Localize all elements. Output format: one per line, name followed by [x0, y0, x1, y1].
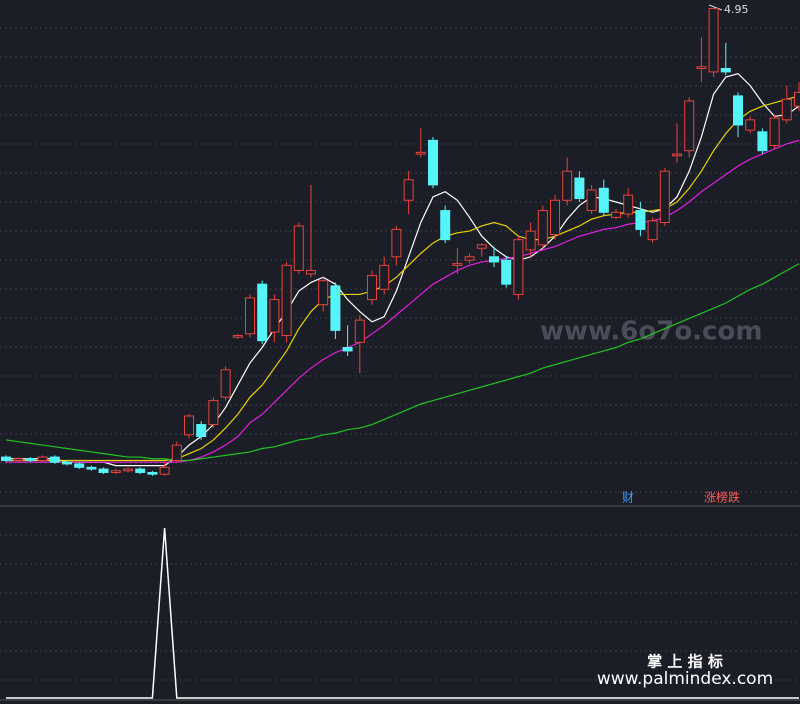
candle-body — [513, 239, 524, 295]
candle-body — [745, 119, 756, 131]
candle-body — [281, 264, 292, 337]
candle-body — [208, 400, 219, 426]
candle-body — [123, 468, 133, 472]
candle-body — [1, 456, 11, 461]
ma-line — [5, 263, 800, 462]
candle-body — [550, 199, 560, 236]
candle-body — [232, 335, 243, 338]
candle-body — [684, 100, 695, 152]
candle-body — [25, 458, 36, 461]
candle-body — [354, 319, 365, 343]
candle-body — [257, 283, 268, 342]
candle-body — [440, 210, 451, 241]
candle-body — [403, 179, 414, 201]
candle-body — [696, 66, 707, 69]
candle-body — [110, 470, 121, 473]
candle-body — [171, 444, 182, 461]
candle-body — [537, 210, 548, 246]
candle-body — [159, 466, 170, 475]
candle-body — [318, 280, 329, 306]
badge: 财 — [622, 491, 634, 505]
candle-body — [464, 256, 475, 261]
candle-body — [720, 67, 731, 73]
candle-body — [452, 263, 463, 266]
candle-body — [757, 131, 768, 152]
candle-body — [135, 468, 146, 473]
candle-body — [794, 91, 800, 107]
watermark: www.palmindex.com — [597, 669, 773, 689]
candle-body — [781, 98, 792, 121]
candle-body — [611, 211, 621, 218]
candle-body — [196, 424, 207, 438]
candle-body — [220, 369, 231, 398]
candle-body — [476, 244, 487, 249]
candle-body — [489, 256, 499, 263]
candle-body — [147, 471, 158, 475]
candle-body — [269, 299, 280, 333]
candle-body — [733, 95, 743, 126]
candle-body — [49, 456, 60, 463]
candle-body — [86, 466, 97, 470]
candle-body — [330, 285, 341, 331]
high-pointer — [708, 4, 723, 11]
candle-body — [598, 187, 609, 213]
candle-body — [659, 170, 670, 224]
candle-body — [37, 456, 48, 461]
candle-body — [769, 117, 780, 147]
high-label: 4.95 — [724, 3, 749, 16]
candle-body — [245, 297, 255, 335]
watermark: www.6o7o.com — [540, 317, 762, 347]
candle-body — [306, 269, 316, 275]
candle-body — [574, 177, 585, 200]
candle-body — [98, 468, 109, 473]
candle-body — [635, 210, 646, 230]
candle-body — [62, 461, 72, 465]
candle-body — [415, 151, 426, 155]
candle-body — [379, 264, 390, 290]
candle-body — [586, 189, 597, 212]
candle-body — [562, 170, 573, 201]
candle-body — [74, 463, 85, 468]
candle-body — [525, 230, 536, 251]
candle-body — [184, 415, 194, 436]
candle-body — [293, 225, 304, 271]
candle-body — [367, 275, 377, 301]
candle-body — [623, 194, 634, 215]
badge: 涨榜跌 — [704, 490, 740, 505]
watermark: 掌 上 指 标 — [647, 653, 723, 671]
candle-body — [672, 153, 682, 157]
candle-body — [391, 228, 402, 258]
indicator-line — [6, 527, 799, 699]
candle-body — [13, 458, 24, 461]
candle-body — [501, 259, 512, 285]
candle-body — [342, 347, 353, 352]
candle-body — [647, 220, 658, 241]
candle-body — [708, 8, 719, 73]
candle-body — [428, 139, 438, 186]
